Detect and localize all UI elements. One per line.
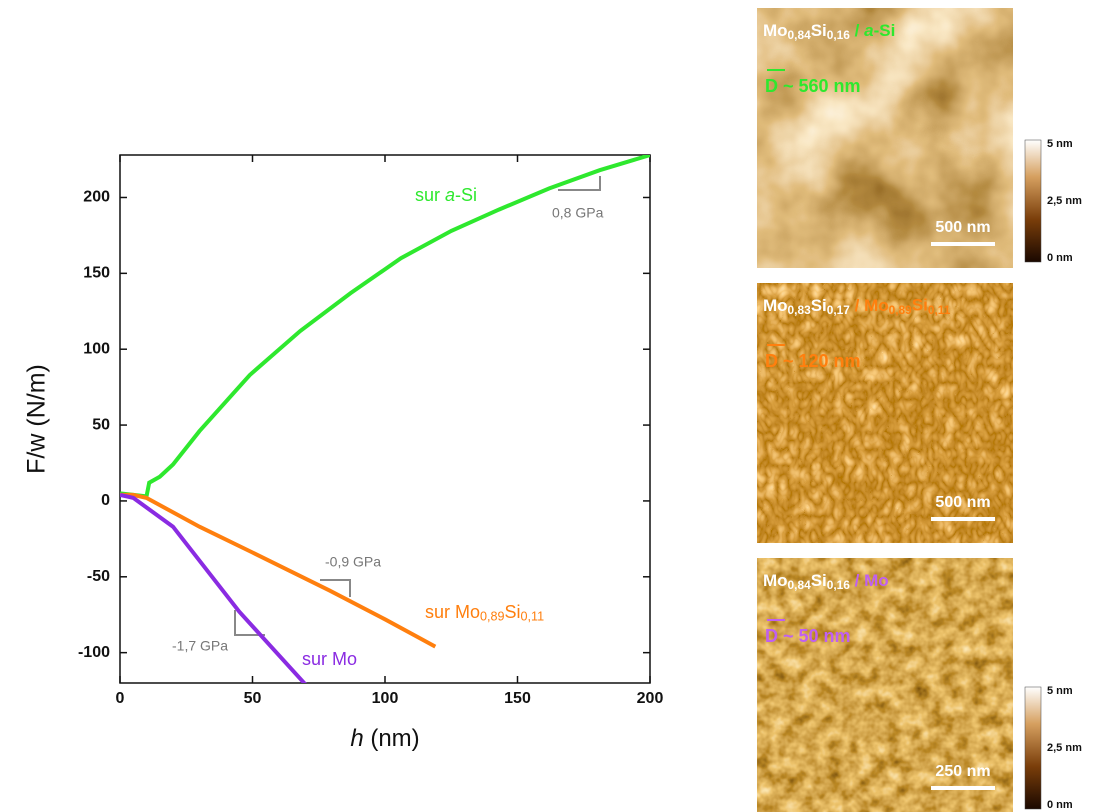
- y-tick-label: 200: [83, 189, 110, 206]
- text-part: sur: [415, 185, 445, 205]
- colorbar: [1024, 139, 1042, 263]
- scale-label: 500 nm: [935, 219, 990, 236]
- series-label: sur Mo0,89Si0,11: [425, 602, 544, 624]
- text-part: 0,11: [928, 303, 951, 317]
- image-title: Mo0,84Si0,16 / a-Si: [763, 21, 895, 42]
- text-part: 0,89: [889, 303, 913, 317]
- colorbar-label: 5 nm: [1047, 685, 1073, 697]
- plot-frame: [119, 154, 651, 684]
- text-part: Mo: [763, 21, 788, 40]
- text-part: (nm): [364, 725, 420, 752]
- afm-image: [757, 558, 1013, 812]
- text-part: Si: [811, 296, 827, 315]
- text-part: sur Mo: [425, 602, 480, 622]
- text-part: -Si: [874, 21, 896, 40]
- scale-label: 250 nm: [935, 763, 990, 780]
- series-line: [120, 155, 650, 499]
- text-part: / Mo: [850, 571, 889, 590]
- y-tick-label: 50: [92, 416, 110, 433]
- series-label: sur Mo: [302, 649, 357, 669]
- x-tick-label: 0: [116, 690, 125, 707]
- text-part: Si: [505, 602, 521, 622]
- text-part: 0,16: [827, 578, 851, 592]
- y-tick-label: -100: [78, 644, 110, 661]
- grain-size: D ~ 50 nm: [765, 626, 851, 646]
- x-tick-label: 150: [504, 690, 531, 707]
- text-part: Si: [811, 571, 827, 590]
- series-line: [120, 492, 437, 649]
- y-axis-title: F/w (N/m): [23, 364, 51, 474]
- y-tick-label: 150: [83, 265, 110, 282]
- grain-size: D ~ 560 nm: [765, 76, 861, 96]
- x-axis-title: h (nm): [350, 725, 419, 752]
- scale-label: 500 nm: [935, 494, 990, 511]
- text-part: h: [350, 725, 363, 752]
- colorbar-label: 2,5 nm: [1047, 742, 1082, 754]
- y-tick-label: 100: [83, 340, 110, 357]
- text-part: a: [445, 185, 455, 205]
- text-part: 0,84: [788, 578, 812, 592]
- text-part: 0,17: [827, 303, 851, 317]
- annotation: -0,9 GPa: [325, 554, 381, 570]
- text-part: sur Mo: [302, 649, 357, 669]
- text-part: a: [864, 21, 873, 40]
- x-tick-label: 200: [637, 690, 664, 707]
- colorbar: [1024, 686, 1042, 810]
- grain-size: D ~ 120 nm: [765, 351, 861, 371]
- y-tick-label: -50: [87, 568, 110, 585]
- series-label: sur a-Si: [415, 185, 477, 205]
- annotation: -1,7 GPa: [172, 638, 228, 654]
- colorbar-label: 0 nm: [1047, 799, 1073, 811]
- text-part: / Mo: [850, 296, 889, 315]
- text-part: 0,83: [788, 303, 812, 317]
- slope-bracket: [558, 176, 601, 191]
- slope-bracket: [320, 579, 351, 597]
- text-part: 0,11: [521, 610, 545, 624]
- afm-image: [757, 8, 1013, 268]
- colorbar-label: 5 nm: [1047, 138, 1073, 150]
- slope-bracket: [234, 610, 265, 636]
- image-title: Mo0,84Si0,16 / Mo: [763, 571, 889, 592]
- series-line: [120, 492, 307, 683]
- text-part: 0,89: [480, 610, 505, 624]
- text-part: 0,84: [788, 28, 812, 42]
- text-part: Si: [811, 21, 827, 40]
- image-title: Mo0,83Si0,17 / Mo0,89Si0,11: [763, 296, 951, 317]
- colorbar-label: 0 nm: [1047, 252, 1073, 264]
- text-part: -Si: [455, 185, 477, 205]
- annotation: 0,8 GPa: [552, 205, 604, 221]
- y-tick-label: 0: [101, 492, 110, 509]
- text-part: Si: [912, 296, 928, 315]
- text-part: Mo: [763, 571, 788, 590]
- text-part: 0,16: [827, 28, 851, 42]
- x-tick-label: 100: [372, 690, 399, 707]
- colorbar-label: 2,5 nm: [1047, 195, 1082, 207]
- text-part: /: [850, 21, 864, 40]
- afm-image: [757, 283, 1013, 543]
- x-tick-label: 50: [244, 690, 262, 707]
- text-part: Mo: [763, 296, 788, 315]
